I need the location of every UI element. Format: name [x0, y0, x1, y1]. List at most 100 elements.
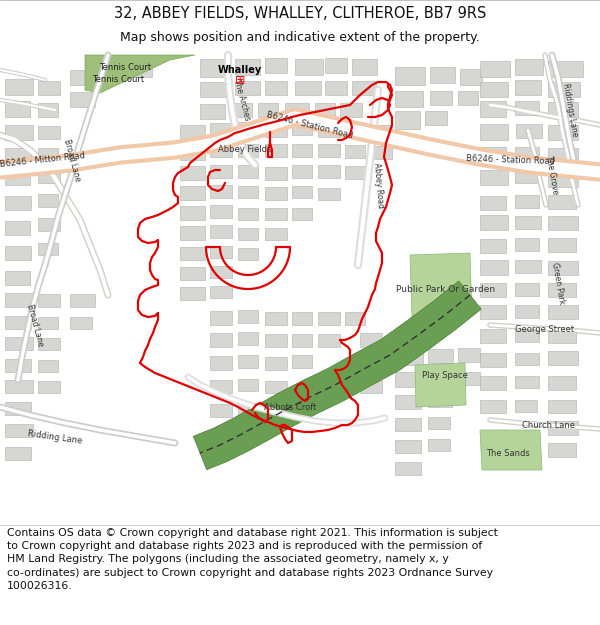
Bar: [38, 338, 60, 350]
Bar: [480, 283, 506, 297]
Bar: [210, 333, 232, 347]
Text: The Arches: The Arches: [232, 78, 252, 122]
Bar: [5, 402, 31, 415]
Bar: [352, 81, 376, 95]
Bar: [480, 260, 508, 275]
Bar: [515, 101, 539, 115]
Bar: [360, 357, 380, 370]
Bar: [428, 439, 450, 451]
Bar: [265, 228, 287, 240]
Bar: [480, 239, 506, 253]
Bar: [480, 329, 506, 343]
Bar: [180, 267, 205, 280]
Bar: [265, 357, 287, 370]
Bar: [200, 82, 228, 97]
Bar: [38, 194, 58, 207]
Bar: [38, 218, 60, 231]
Bar: [480, 147, 506, 163]
Bar: [515, 260, 541, 273]
Bar: [458, 348, 480, 362]
Bar: [238, 332, 258, 345]
Bar: [395, 440, 421, 453]
Bar: [370, 125, 392, 139]
Bar: [258, 103, 278, 117]
Bar: [345, 166, 365, 179]
Bar: [292, 208, 312, 220]
Bar: [70, 317, 92, 329]
Bar: [130, 63, 152, 77]
Bar: [315, 103, 335, 117]
Bar: [238, 165, 258, 178]
Text: Tennis Court: Tennis Court: [99, 64, 151, 72]
Bar: [515, 353, 539, 365]
Bar: [180, 186, 205, 200]
Bar: [515, 216, 541, 229]
Bar: [238, 208, 258, 220]
Bar: [238, 122, 258, 135]
Bar: [318, 188, 340, 200]
Text: Green Park: Green Park: [550, 261, 566, 304]
Bar: [515, 238, 539, 251]
Bar: [265, 312, 287, 325]
Bar: [180, 226, 205, 240]
Bar: [238, 403, 258, 415]
Bar: [210, 286, 232, 298]
Bar: [210, 266, 232, 278]
Bar: [430, 67, 455, 83]
Bar: [548, 400, 576, 413]
Bar: [38, 126, 60, 139]
Text: Play Space: Play Space: [422, 371, 468, 379]
Bar: [38, 360, 58, 372]
Bar: [515, 376, 539, 388]
Text: Public Park Or Garden: Public Park Or Garden: [397, 286, 496, 294]
Bar: [5, 271, 30, 285]
Bar: [238, 379, 258, 391]
Bar: [238, 144, 258, 157]
Text: Abbey Fields: Abbey Fields: [218, 146, 272, 154]
Text: Church Lane: Church Lane: [521, 421, 575, 429]
Bar: [325, 58, 347, 73]
Bar: [395, 395, 421, 409]
Bar: [395, 67, 425, 85]
Bar: [292, 186, 312, 198]
Bar: [70, 70, 100, 85]
Bar: [265, 334, 287, 347]
Bar: [5, 196, 31, 210]
Bar: [395, 372, 421, 387]
Bar: [5, 148, 31, 163]
Bar: [5, 424, 33, 437]
Bar: [5, 79, 33, 95]
Bar: [5, 380, 33, 393]
Bar: [360, 333, 382, 347]
Bar: [38, 103, 58, 117]
Bar: [5, 101, 30, 117]
Bar: [210, 246, 232, 258]
Bar: [345, 145, 365, 158]
Bar: [70, 294, 95, 307]
Bar: [548, 61, 583, 77]
Bar: [5, 246, 31, 260]
Bar: [548, 102, 578, 117]
Text: 32, ABBEY FIELDS, WHALLEY, CLITHEROE, BB7 9RS: 32, ABBEY FIELDS, WHALLEY, CLITHEROE, BB…: [114, 6, 486, 21]
Bar: [5, 337, 33, 350]
Bar: [548, 443, 576, 457]
Bar: [38, 317, 58, 329]
Bar: [325, 81, 347, 95]
Bar: [548, 305, 578, 319]
Text: Riddings Lane: Riddings Lane: [561, 82, 579, 138]
Bar: [480, 170, 508, 185]
Bar: [548, 421, 578, 435]
Bar: [318, 312, 340, 325]
Bar: [428, 394, 452, 407]
Bar: [548, 172, 578, 187]
Bar: [180, 287, 205, 300]
Bar: [38, 381, 60, 393]
Bar: [210, 144, 232, 157]
Bar: [38, 148, 58, 161]
Text: Ridding Lane: Ridding Lane: [27, 429, 83, 445]
Bar: [295, 59, 323, 75]
Bar: [515, 400, 537, 412]
Bar: [180, 247, 205, 260]
Bar: [210, 380, 232, 393]
Bar: [38, 170, 60, 183]
